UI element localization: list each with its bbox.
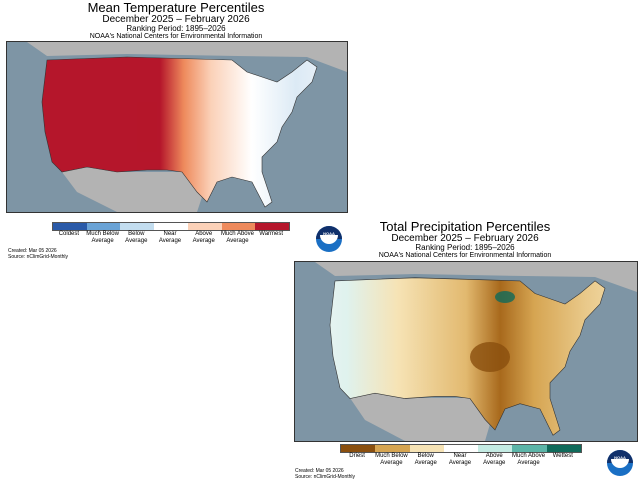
precipitation-legend bbox=[340, 444, 582, 453]
mexico bbox=[62, 167, 202, 212]
precipitation-source-org: NOAA's National Centers for Environmenta… bbox=[378, 252, 552, 259]
legend-label: Much Below Average bbox=[86, 231, 119, 244]
precipitation-title: Total Precipitation Percentiles bbox=[379, 219, 551, 234]
temperature-legend bbox=[52, 222, 290, 231]
legend-label: Warmest bbox=[259, 231, 284, 237]
legend-swatch bbox=[443, 445, 479, 452]
created-date: Created: Mar 05 2026 bbox=[295, 468, 344, 474]
legend-swatch bbox=[341, 445, 376, 452]
temperature-ranking: Ranking Period: 1895–2026 bbox=[126, 24, 226, 33]
precipitation-map bbox=[294, 261, 638, 442]
legend-swatch bbox=[221, 223, 256, 230]
legend-swatch bbox=[478, 445, 513, 452]
temperature-map bbox=[6, 41, 348, 213]
legend-label: Above Average bbox=[483, 453, 506, 466]
legend-label: Much Below Average bbox=[375, 453, 408, 466]
legend-label: Below Average bbox=[125, 231, 148, 244]
data-source: Source: nClimGrid-Monthly bbox=[295, 474, 356, 480]
legend-swatch bbox=[86, 223, 121, 230]
created-date: Created: Mar 05 2026 bbox=[8, 248, 57, 254]
legend-label: Above Average bbox=[192, 231, 215, 244]
legend-swatch bbox=[154, 223, 188, 230]
legend-label: Coldest bbox=[58, 231, 80, 237]
legend-label: Near Average bbox=[448, 453, 472, 466]
canada bbox=[27, 42, 347, 72]
precipitation-period: December 2025 – February 2026 bbox=[391, 233, 539, 244]
legend-swatch bbox=[255, 223, 290, 230]
legend-swatch bbox=[409, 445, 444, 452]
legend-label: Near Average bbox=[158, 231, 182, 244]
legend-swatch bbox=[546, 445, 581, 452]
legend-swatch bbox=[512, 445, 547, 452]
legend-swatch bbox=[375, 445, 410, 452]
precipitation-ranking: Ranking Period: 1895–2026 bbox=[415, 243, 515, 252]
legend-label: Driest bbox=[349, 453, 365, 459]
legend-label: Much Above Average bbox=[512, 453, 546, 466]
legend-label: Wettest bbox=[552, 453, 573, 459]
legend-label: Much Above Average bbox=[220, 231, 254, 244]
temperature-source-org: NOAA's National Centers for Environmenta… bbox=[89, 33, 263, 40]
noaa-logo: NOAA bbox=[316, 226, 342, 252]
us-outline bbox=[41, 56, 318, 208]
noaa-logo: NOAA bbox=[607, 450, 633, 476]
legend-swatch bbox=[187, 223, 222, 230]
data-source: Source: nClimGrid-Monthly bbox=[8, 254, 69, 260]
canada bbox=[315, 262, 637, 292]
mexico bbox=[350, 393, 490, 441]
legend-swatch bbox=[53, 223, 87, 230]
temperature-period: December 2025 – February 2026 bbox=[102, 14, 250, 25]
us-outline bbox=[329, 277, 606, 436]
temperature-title: Mean Temperature Percentiles bbox=[87, 0, 265, 15]
legend-swatch bbox=[120, 223, 155, 230]
legend-label: Below Average bbox=[414, 453, 437, 466]
